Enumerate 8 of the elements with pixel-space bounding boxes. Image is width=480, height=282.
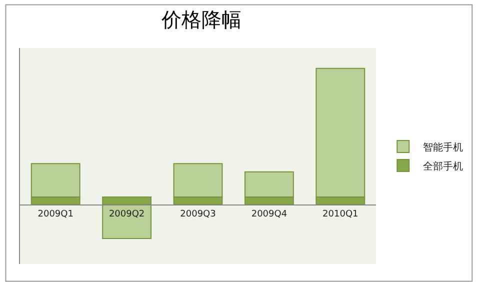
chart-title: 价格降幅 — [160, 8, 242, 32]
legend-label: 智能手机 — [423, 141, 464, 154]
x-tick-label: 2009Q4 — [251, 209, 288, 220]
x-tick-label: 2009Q3 — [180, 209, 216, 220]
x-tick-label: 2009Q2 — [108, 209, 145, 220]
x-tick-label: 2010Q1 — [322, 209, 358, 220]
legend-label: 全部手机 — [423, 160, 464, 172]
x-tick-label: 2009Q1 — [38, 209, 74, 220]
